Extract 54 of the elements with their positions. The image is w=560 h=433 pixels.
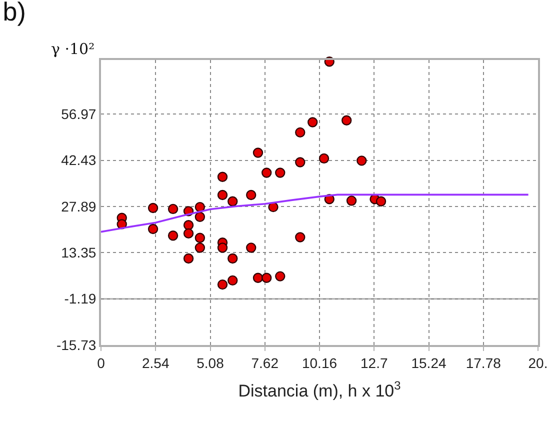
point [217,279,228,290]
point [342,115,352,126]
point [217,172,228,182]
x-tick-label: 15.24 [411,354,446,371]
chart-title: b) [2,0,26,26]
point [246,190,256,200]
point [228,253,238,264]
point [356,156,367,166]
point [148,202,158,214]
point [194,202,206,212]
point [318,153,330,164]
point [252,272,264,283]
point [376,196,386,206]
point [262,272,272,283]
x-axis-title: Distancia (m), h x 10$^{3}$ [238,378,402,401]
x-tick-label: 7.62 [251,354,279,371]
point [252,148,264,158]
y-axis-title: γ ·10² [51,40,95,58]
point [217,242,228,253]
point [275,271,286,282]
x-tick-label: 20. [528,354,548,371]
y-tick-label: 56.97 [61,106,96,122]
x-tick-label: 12.7 [360,354,388,371]
point [168,230,178,241]
point [183,220,194,230]
point [308,117,318,128]
point [295,157,306,168]
x-tick-label: 17.78 [466,354,502,371]
x-tick-label: 2.54 [142,354,170,371]
y-tick-label: 13.35 [61,244,96,261]
point [194,242,206,253]
point [217,190,228,200]
point [346,196,357,206]
line-series [101,194,530,233]
y-tick-label: -15.73 [56,336,96,353]
x-tick-label: 10.16 [302,354,338,371]
point [295,232,306,242]
point [228,196,238,206]
point [262,168,272,178]
y-tick-label: -1.19 [64,290,96,307]
point [168,204,178,214]
x-tick-label: 5.08 [196,354,224,371]
point [194,212,206,222]
point [275,168,286,178]
y-tick-label: 27.89 [61,198,96,214]
point [246,242,256,253]
point [228,275,238,286]
point [295,127,306,138]
point [148,224,158,234]
point [183,228,194,239]
point [183,253,194,264]
point [194,232,206,243]
y-tick-label: 42.43 [61,152,96,168]
x-tick-label: 0 [97,354,106,371]
